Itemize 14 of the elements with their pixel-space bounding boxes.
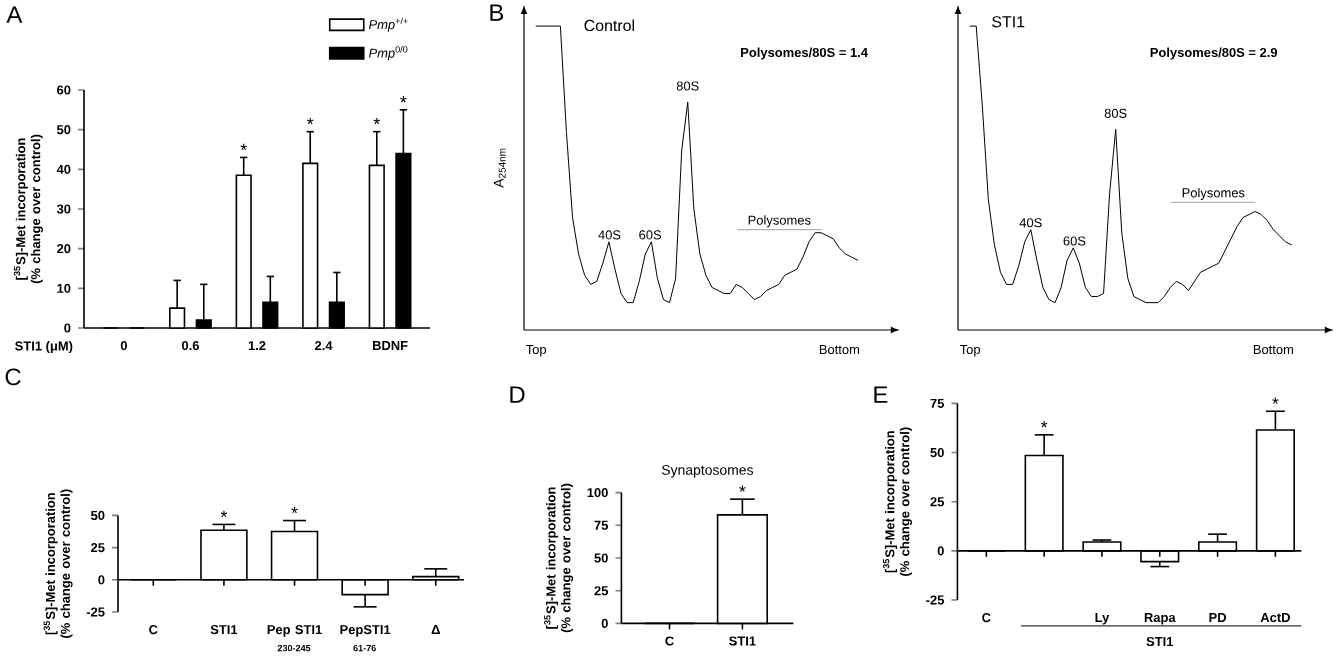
text: E — [874, 386, 888, 403]
annotation: * — [739, 485, 746, 492]
annotation: * — [220, 510, 228, 517]
annotation: * — [373, 117, 380, 125]
annotation: * — [1272, 397, 1279, 404]
annotation: * — [400, 96, 407, 103]
annotation: * — [240, 143, 247, 151]
annotation: * — [307, 117, 314, 125]
text: B — [490, 4, 504, 21]
text: C — [5, 368, 21, 386]
text: D — [510, 386, 525, 403]
annotation: * — [1040, 421, 1048, 428]
text: A — [6, 6, 23, 23]
annotation: * — [291, 506, 298, 514]
